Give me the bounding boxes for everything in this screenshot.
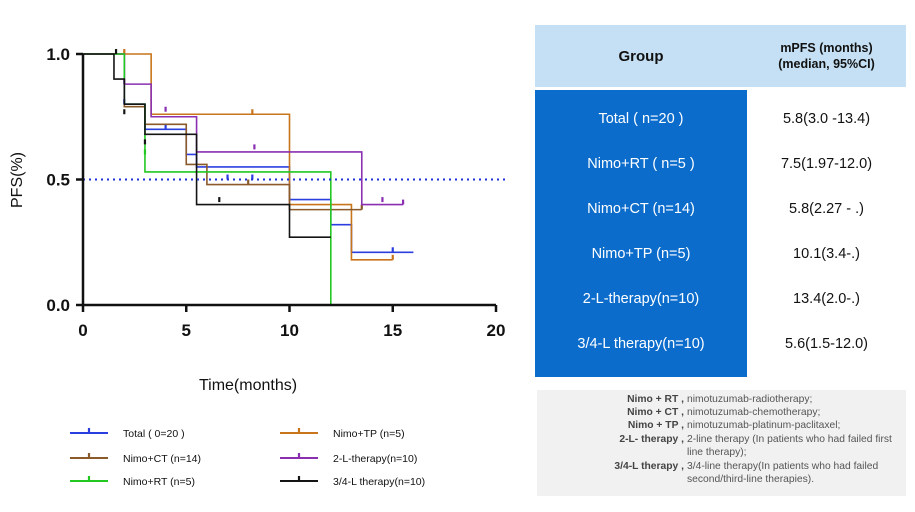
legend-label: Nimo+CT (n=14) [123,453,201,465]
mpfs-table: Group mPFS (months) (median, 95%CI) Tota… [535,25,906,377]
table-row: Nimo+RT ( n=5 ) 7.5(1.97-12.0) [535,140,906,187]
table-header: Group mPFS (months) (median, 95%CI) [535,25,906,87]
table-row: Nimo+CT (n=14) 5.8(2.27 - .) [535,185,906,232]
note-desc: nimotuzumab-chemotherapy; [687,407,821,418]
row-mpfs: 10.1(3.4-.) [793,245,860,262]
header-mpfs: mPFS (months) (median, 95%CI) [747,25,906,87]
x-tick-label: 15 [383,321,402,340]
x-tick-label: 5 [182,321,191,340]
note-desc: nimotuzumab-platinum-paclitaxel; [687,420,841,431]
table-row: Total ( n=20 ) 5.8(3.0 -13.4) [535,95,906,142]
x-tick-label: 20 [487,321,506,340]
row-group: Nimo+CT (n=14) [587,200,695,217]
header-mpfs-line1: mPFS (months) [780,41,873,55]
series-line-3 [83,53,404,206]
legend-label: Nimo+TP (n=5) [333,428,405,440]
y-axis-title: PFS(%) [9,152,26,208]
legend-label: 2-L-therapy(n=10) [333,453,417,465]
y-tick-label: 0.0 [46,296,70,315]
row-mpfs: 7.5(1.97-12.0) [780,155,873,172]
note-desc: 3/4-line therapy(In patients who had fai… [687,461,879,485]
row-group: 2-L-therapy(n=10) [582,290,700,307]
axis-ticks: 0 5 10 15 20 0.0 0.5 1.0 [46,45,505,340]
legend-label: Total ( 0=20 ) [123,428,185,440]
group-column-bg [535,90,747,377]
abbreviation-notes: Nimo + RT , nimotuzumab-radiotherapy; Ni… [537,390,906,496]
legend-label: 3/4-L therapy(n=10) [333,476,425,488]
row-mpfs: 5.8(3.0 -13.4) [782,110,871,127]
x-tick-label: 10 [280,321,299,340]
table-row: 3/4-L therapy(n=10) 5.6(1.5-12.0) [535,320,906,367]
row-group: Nimo+RT ( n=5 ) [587,155,695,172]
row-mpfs: 5.6(1.5-12.0) [784,335,869,352]
x-tick-label: 0 [78,321,87,340]
note-term: Nimo + TP , [627,420,684,431]
note-term: 2-L- therapy , [619,434,684,445]
header-group: Group [618,47,664,65]
row-mpfs: 13.4(2.0-.) [793,290,860,307]
row-mpfs: 5.8(2.27 - .) [789,200,864,217]
row-group: 3/4-L therapy(n=10) [577,335,705,352]
header-mpfs-line2: (median, 95%CI) [778,57,875,71]
note-term: Nimo + CT , [627,407,684,418]
note-term: 3/4-L therapy , [614,461,684,472]
table-row: 2-L-therapy(n=10) 13.4(2.0-.) [535,275,906,322]
legend-label: Nimo+RT (n=5) [123,476,195,488]
chart-legend: Total ( 0=20 ) Nimo+TP (n=5) Nimo+CT (n=14… [70,428,425,488]
note-term: Nimo + RT , [627,394,684,405]
y-tick-label: 0.5 [46,171,70,190]
series-line-5 [83,53,331,239]
table-row: Nimo+TP (n=5) 10.1(3.4-.) [535,230,906,277]
survival-curves [83,49,507,305]
x-axis-title: Time(months) [199,377,297,394]
row-group: Nimo+TP (n=5) [591,245,691,262]
row-group: Total ( n=20 ) [598,110,684,127]
note-desc: 2-line therapy (In patients who had fail… [687,434,892,458]
note-desc: nimotuzumab-radiotherapy; [687,394,813,405]
series-line-1 [83,53,393,261]
y-tick-label: 1.0 [46,45,70,64]
